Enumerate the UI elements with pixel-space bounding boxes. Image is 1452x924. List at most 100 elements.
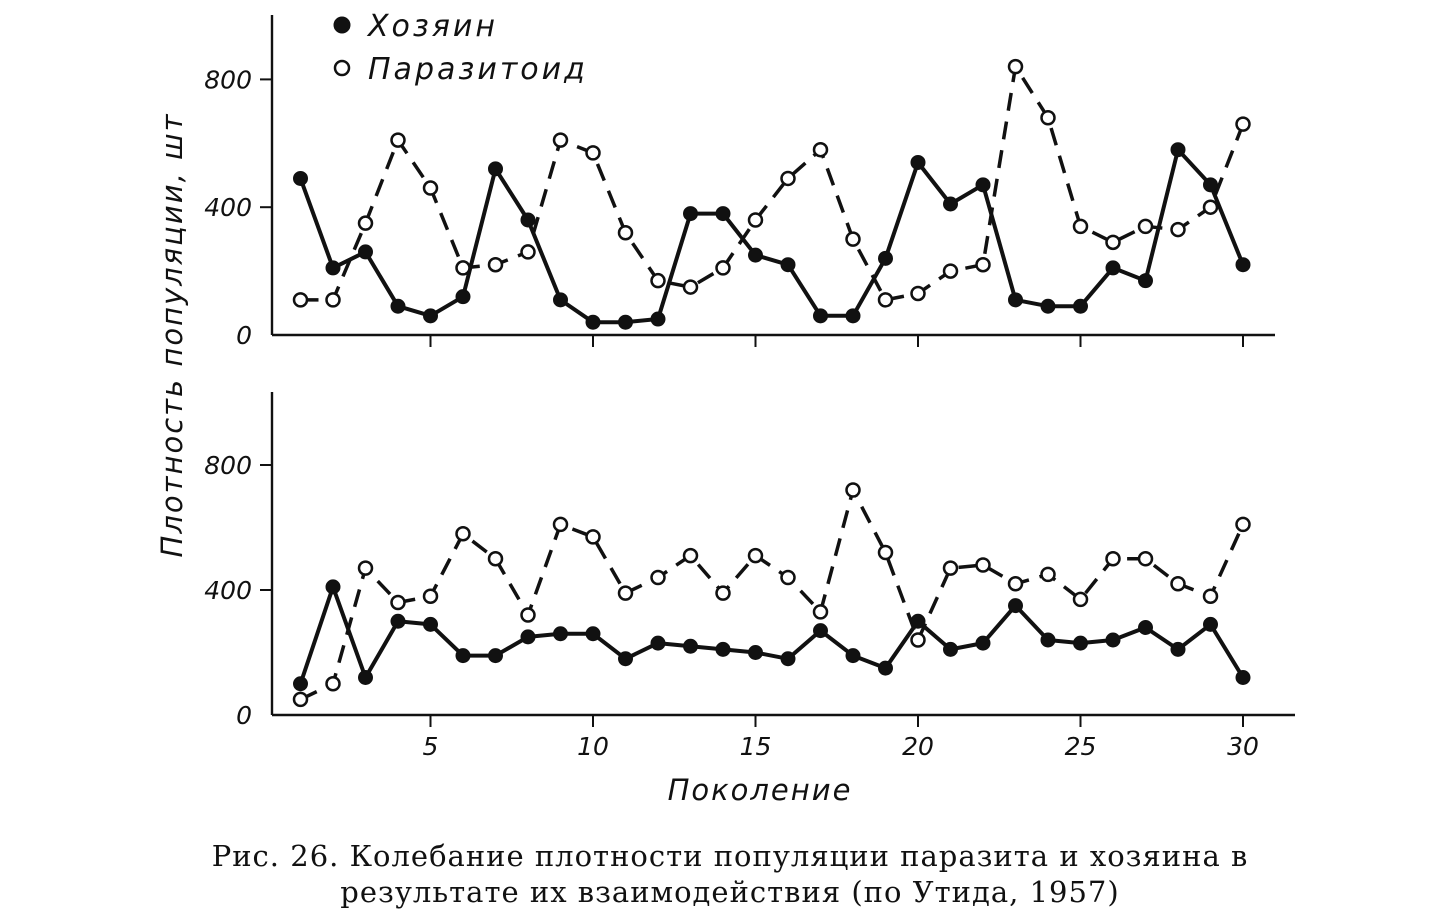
y-axis-title: Плотность популяции, шт xyxy=(155,113,189,558)
lower-host-point xyxy=(293,676,308,692)
lower-parasitoid-point xyxy=(390,594,406,611)
upper-host-point xyxy=(650,311,666,327)
lower-host-point xyxy=(1073,635,1088,651)
upper-parasitoid-point xyxy=(877,292,894,308)
lower-host-point xyxy=(1040,632,1056,648)
upper-parasitoid-point xyxy=(1202,199,1219,215)
upper-host-point xyxy=(943,196,958,212)
lower-parasitoid-point xyxy=(292,691,309,708)
upper-parasitoid-point xyxy=(650,272,666,289)
lower-parasitoid-point xyxy=(552,516,569,533)
upper-host-point xyxy=(1008,292,1023,308)
lower-parasitoid-point xyxy=(1137,551,1154,567)
lower-parasitoid-point xyxy=(422,588,439,604)
lower-host-point xyxy=(650,635,666,651)
lower-host-point xyxy=(520,629,536,645)
lower-parasitoid-point xyxy=(942,560,959,576)
caption-line-1: Рис. 26. Колебание плотности популяции п… xyxy=(211,839,1249,873)
caption-line-2: результате их взаимодействия (по Утида, … xyxy=(340,875,1120,909)
lower-parasitoid-point xyxy=(520,607,536,623)
upper-parasitoid-point xyxy=(390,132,406,148)
upper-host-point xyxy=(390,298,406,314)
lower-parasitoid-point xyxy=(1072,591,1089,608)
upper-parasitoid-point xyxy=(552,132,569,148)
lower-parasitoid-point xyxy=(357,560,374,576)
upper-host-point xyxy=(520,212,536,228)
upper-parasitoid-point xyxy=(1235,116,1251,132)
upper-host-point xyxy=(748,247,763,263)
upper-parasitoid-point xyxy=(910,285,926,302)
lower-host-point xyxy=(1203,616,1218,632)
lower-host-point xyxy=(585,626,601,642)
lower-parasitoid-point xyxy=(325,676,341,692)
upper-parasitoid-point xyxy=(325,292,341,308)
legend-host-marker xyxy=(333,16,351,34)
upper-host-point xyxy=(358,244,373,260)
upper-parasitoid-point xyxy=(780,170,796,187)
lower-x-tick-label: 10 xyxy=(577,732,609,761)
lower-y-tick-label: 0 xyxy=(236,701,252,730)
lower-host-point xyxy=(813,623,828,639)
lower-host-point xyxy=(878,660,893,676)
lower-parasitoid-point xyxy=(975,557,991,573)
upper-parasitoid-point xyxy=(845,231,861,247)
lower-host-point xyxy=(715,641,731,657)
lower-host-point xyxy=(943,641,958,657)
lower-host-point xyxy=(358,670,373,685)
lower-parasitoid-point xyxy=(1235,516,1251,533)
upper-host-point xyxy=(488,161,503,177)
upper-parasitoid-point xyxy=(292,292,309,308)
lower-host-series-line xyxy=(298,584,1245,685)
lower-y-tick-label: 400 xyxy=(204,576,252,605)
upper-host-point xyxy=(585,314,601,330)
lower-parasitoid-point xyxy=(845,482,861,498)
lower-parasitoid-point xyxy=(682,547,699,564)
lower-host-point xyxy=(325,579,341,595)
upper-host-point xyxy=(715,206,731,222)
upper-parasitoid-point xyxy=(1137,218,1154,235)
lower-host-point xyxy=(488,648,503,664)
lower-parasitoid-point xyxy=(910,632,926,648)
upper-parasitoid-point xyxy=(747,212,764,228)
lower-parasitoid-point xyxy=(1105,551,1121,567)
upper-parasitoid-point xyxy=(715,260,731,276)
lower-x-tick-label: 25 xyxy=(1065,732,1097,761)
lower-parasitoid-point xyxy=(455,526,471,542)
legend-parasitoid-marker xyxy=(333,59,351,77)
lower-host-point xyxy=(1235,670,1251,685)
upper-host-point xyxy=(618,314,633,330)
lower-host-point xyxy=(423,616,438,632)
upper-host-point xyxy=(813,308,828,324)
lower-parasitoid-point xyxy=(650,569,666,586)
lower-host-point xyxy=(618,651,633,667)
lower-host-point xyxy=(910,613,926,629)
lower-parasitoid-point xyxy=(487,551,504,567)
upper-host-point xyxy=(1040,298,1056,314)
upper-parasitoid-point xyxy=(422,180,439,196)
upper-host-point xyxy=(878,250,893,266)
upper-host-point xyxy=(1073,298,1088,314)
upper-parasitoid-point xyxy=(682,279,699,295)
lower-parasitoid-point xyxy=(585,529,601,545)
upper-parasitoid-point xyxy=(1007,58,1024,75)
lower-host-point xyxy=(1138,620,1153,635)
upper-host-point xyxy=(1170,142,1186,158)
lower-host-point xyxy=(845,648,861,664)
lower-parasitoid-point xyxy=(617,585,634,601)
lower-parasitoid-point xyxy=(1040,566,1056,583)
lower-host-point xyxy=(975,635,991,651)
upper-parasitoid-point xyxy=(942,263,959,279)
upper-parasitoid-point xyxy=(617,225,634,241)
lower-host-point xyxy=(455,648,471,664)
lower-parasitoid-point xyxy=(877,544,894,561)
upper-parasitoid-point xyxy=(357,215,374,231)
upper-host-point xyxy=(1235,257,1251,273)
lower-host-point xyxy=(390,613,406,629)
upper-host-point xyxy=(553,292,568,308)
upper-parasitoid-series-line xyxy=(300,61,1245,302)
legend-host-label: Хозяин xyxy=(366,9,498,44)
lower-x-tick-label: 20 xyxy=(902,732,934,761)
chart-legend: Хозяин Паразитоид xyxy=(333,9,585,87)
lower-parasitoid-point xyxy=(715,585,731,601)
